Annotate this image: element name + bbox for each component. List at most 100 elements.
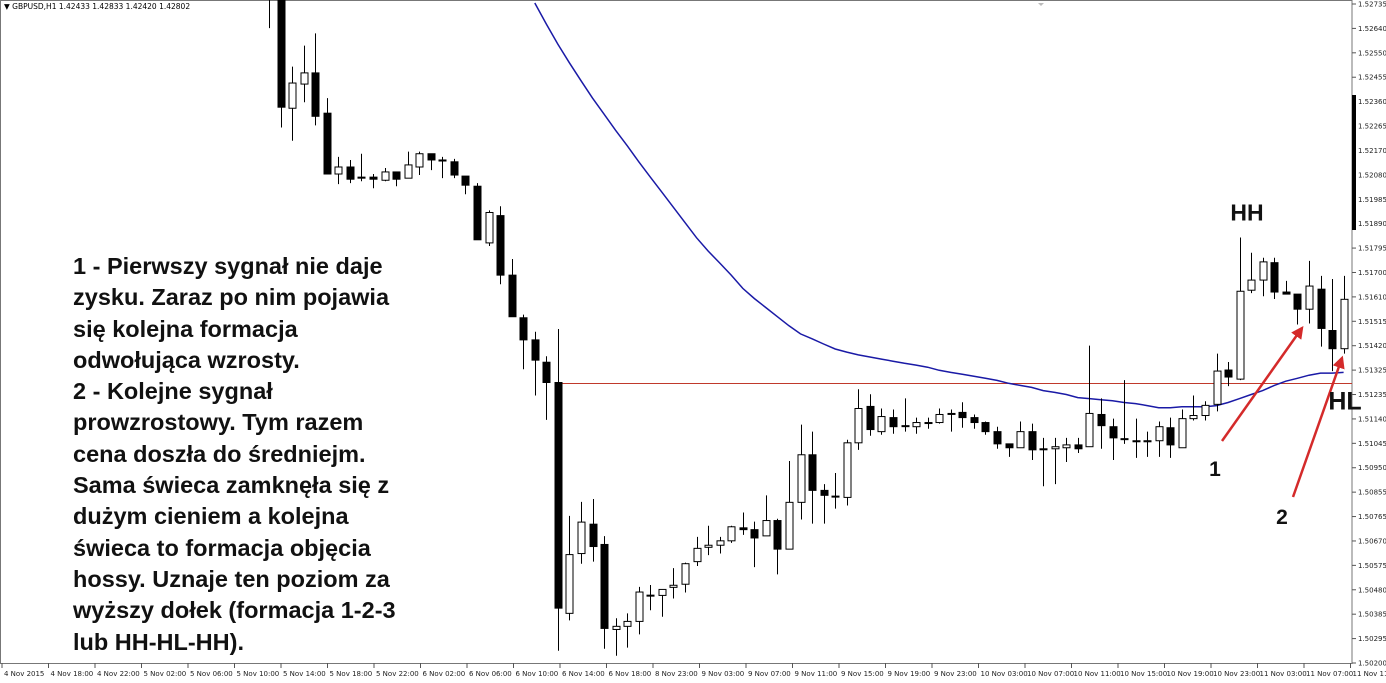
triangle-down-icon[interactable]: ▼: [4, 2, 10, 11]
candle: [1166, 417, 1175, 458]
bull-candle-body: [381, 171, 390, 181]
bear-candle-body: [739, 527, 748, 531]
bear-candle-body: [981, 422, 990, 433]
bear-candle-body: [346, 166, 355, 180]
candle: [1120, 380, 1129, 444]
candle: [739, 512, 748, 535]
candle: [681, 562, 690, 593]
candle: [565, 515, 574, 621]
bear-candle-body: [473, 185, 482, 241]
candle: [623, 613, 632, 648]
bear-candle-body: [1166, 427, 1175, 446]
time-tick-label: 5 Nov 18:00: [330, 670, 373, 678]
bear-candle-body: [1005, 443, 1014, 449]
annotation-line: wyższy dołek (formacja 1-2-3: [73, 597, 396, 624]
time-tick-label: 10 Nov 23:00: [1213, 670, 1260, 678]
candle: [334, 156, 343, 185]
candle: [1247, 252, 1256, 294]
candle: [901, 398, 910, 432]
candle: [1028, 423, 1037, 460]
bear-candle-body: [958, 411, 967, 419]
bull-candle-body: [1259, 261, 1268, 281]
candle: [1189, 395, 1198, 421]
annotation-line: cena doszła do średniejm.: [73, 440, 366, 467]
time-tick-label: 6 Nov 18:00: [609, 670, 652, 678]
candle: [1155, 421, 1164, 457]
annotation-line: zysku. Zaraz po nim pojawia: [73, 284, 390, 311]
annotation-line: hossy. Uznaje ten poziom za: [73, 565, 390, 592]
price-tick-label: 1.52550: [1358, 49, 1386, 57]
candle: [750, 521, 759, 568]
price-tick-label: 1.51795: [1358, 245, 1386, 253]
bear-candle-body: [311, 72, 320, 117]
bear-candle-body: [496, 215, 505, 276]
bear-candle-body: [427, 153, 436, 161]
time-tick-label: 9 Nov 07:00: [748, 670, 791, 678]
bull-candle-body: [947, 412, 956, 415]
price-tick-label: 1.52735: [1358, 1, 1386, 9]
candle: [600, 536, 609, 649]
time-tick-label: 10 Nov 11:00: [1074, 670, 1121, 678]
candle: [1328, 279, 1337, 372]
bull-candle-body: [843, 442, 852, 498]
candle: [1143, 431, 1152, 457]
candle: [1270, 257, 1279, 300]
bull-candle-body: [831, 495, 840, 498]
bear-candle-body: [508, 274, 517, 318]
bull-candle-body: [623, 620, 632, 627]
bear-candle-body: [866, 405, 875, 431]
bull-candle-body: [1236, 290, 1245, 380]
candle: [542, 356, 551, 420]
candle: [589, 498, 598, 562]
bull-candle-body: [762, 520, 771, 537]
time-tick-label: 9 Nov 11:00: [795, 670, 838, 678]
price-tick-label: 1.50385: [1358, 611, 1386, 619]
time-tick-label: 9 Nov 15:00: [841, 670, 884, 678]
candle: [438, 156, 447, 179]
bear-candle-body: [1270, 262, 1279, 293]
bear-candle-body: [589, 523, 598, 548]
bull-candle-body: [1201, 404, 1210, 417]
shift-marker-icon[interactable]: [1038, 3, 1044, 6]
bull-candle-body: [300, 72, 309, 85]
annotation-line: świeca to formacja objęcia: [73, 534, 371, 561]
candle: [704, 525, 713, 556]
candle: [473, 183, 482, 241]
price-tick-label: 1.51045: [1358, 440, 1386, 448]
time-tick-label: 10 Nov 03:00: [981, 670, 1028, 678]
candle: [288, 66, 297, 141]
candle: [427, 153, 436, 171]
bull-candle-body: [1062, 444, 1071, 449]
candle: [1201, 401, 1210, 421]
bull-candle-body: [1178, 418, 1187, 449]
candle: [369, 174, 378, 189]
candles: [269, 0, 1349, 656]
candle: [797, 424, 806, 520]
bull-candle-body: [635, 591, 644, 622]
bear-candle-body: [392, 171, 401, 180]
price-tick-label: 1.50480: [1358, 586, 1386, 594]
bull-candle-body: [404, 164, 413, 179]
candle: [1005, 443, 1014, 457]
bull-candle-body: [1189, 415, 1198, 420]
bull-candle-body: [1155, 426, 1164, 442]
candle: [808, 431, 817, 524]
candle: [311, 33, 320, 126]
bear-candle-body: [1317, 288, 1326, 329]
candle: [981, 421, 990, 435]
price-axis: 1.52735 1.52640 1.52550 1.52455 1.52360 1.522…: [1352, 1, 1386, 668]
price-tick-label: 1.52640: [1358, 25, 1386, 33]
plot-area: [0, 0, 1353, 664]
time-tick-label: 11 Nov 03:00: [1260, 670, 1307, 678]
time-tick-label: 5 Nov 22:00: [376, 670, 419, 678]
price-tick-label: 1.51700: [1358, 269, 1386, 277]
candle: [1293, 293, 1302, 325]
bull-candle-body: [646, 594, 655, 597]
bull-candle-body: [727, 526, 736, 542]
candle: [1039, 437, 1048, 487]
candle: [635, 586, 644, 635]
price-tick-label: 1.52170: [1358, 147, 1386, 155]
price-tick-label: 1.50200: [1358, 660, 1386, 668]
